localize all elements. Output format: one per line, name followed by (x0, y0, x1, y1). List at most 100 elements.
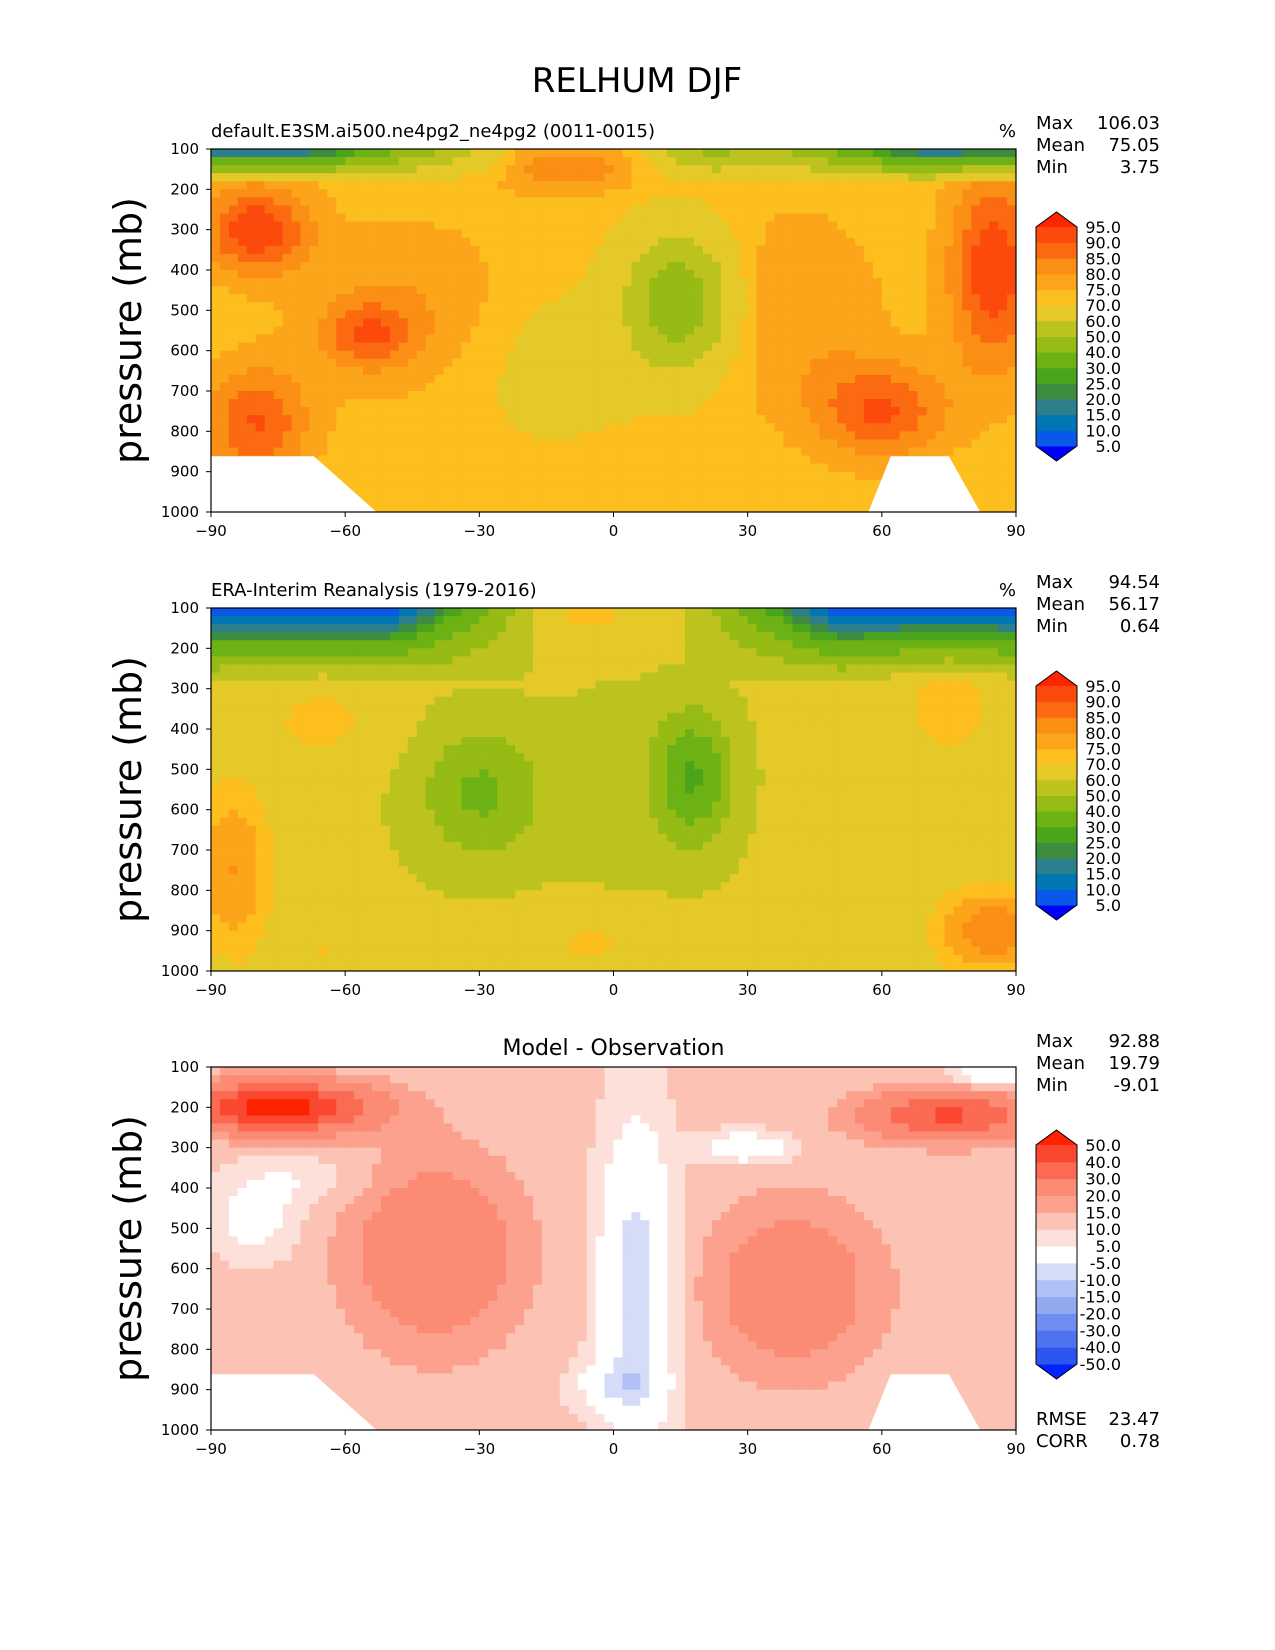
field-cell (792, 495, 802, 505)
field-cell (211, 415, 221, 424)
field-cell (908, 656, 919, 666)
field-cell (658, 656, 668, 666)
field-cell (855, 221, 865, 231)
field-cell (783, 205, 793, 215)
field-cell (354, 318, 364, 328)
field-cell (631, 672, 641, 682)
field-cell (550, 447, 561, 457)
field-cell (917, 640, 928, 649)
field-cell (541, 366, 552, 376)
field-cell (533, 157, 543, 166)
field-cell (685, 503, 695, 512)
field-cell (658, 672, 668, 682)
field-cell (694, 245, 704, 255)
field-cell (720, 270, 731, 279)
field-cell (998, 350, 1008, 360)
field-cell (577, 479, 588, 489)
field-cell (738, 391, 749, 400)
field-cell (676, 399, 686, 408)
field-cell (908, 286, 919, 295)
field-cell (613, 310, 624, 319)
field-cell (756, 294, 767, 303)
field-cell (533, 253, 543, 263)
field-cell (568, 672, 579, 682)
field-cell (711, 616, 722, 625)
field-cell (640, 237, 650, 247)
field-cell (327, 173, 337, 182)
field-cell (443, 286, 454, 295)
field-cell (783, 173, 793, 182)
field-cell (380, 415, 391, 424)
field-cell (595, 350, 606, 360)
field-cell (1007, 487, 1016, 497)
field-cell (497, 189, 507, 198)
field-cell (488, 334, 498, 344)
field-cell (694, 261, 704, 271)
field-cell (488, 632, 498, 641)
field-cell (819, 157, 829, 166)
field-cell (380, 447, 391, 457)
field-cell (425, 213, 436, 223)
field-cell (962, 382, 972, 392)
field-cell (273, 664, 284, 674)
field-cell (389, 149, 400, 158)
field-cell (309, 407, 319, 416)
field-cell (953, 672, 963, 682)
field-cell (872, 149, 883, 158)
field-cell (872, 479, 883, 489)
field-cell (622, 487, 632, 497)
field-cell (774, 423, 785, 432)
field-cell (729, 672, 740, 682)
field-cell (389, 463, 400, 473)
field-cell (488, 407, 498, 416)
field-cell (327, 608, 337, 617)
field-cell (345, 197, 355, 207)
field-cell (524, 189, 534, 198)
field-cell (989, 471, 999, 481)
field-cell (765, 447, 776, 457)
field-cell (443, 197, 454, 207)
field-cell (613, 391, 624, 400)
field-cell (694, 680, 704, 690)
field-cell (407, 447, 418, 457)
field-cell (559, 294, 570, 303)
field-cell (425, 487, 436, 497)
field-cell (631, 407, 641, 416)
field-cell (211, 213, 221, 223)
field-cell (515, 479, 525, 489)
field-cell (953, 391, 963, 400)
field-cell (524, 165, 534, 174)
field-cell (434, 455, 445, 465)
field-cell (792, 342, 802, 352)
field-cell (228, 342, 239, 352)
field-cell (354, 221, 364, 231)
field-cell (819, 302, 829, 311)
field-cell (345, 326, 355, 336)
field-cell (855, 245, 865, 255)
field-cell (855, 326, 865, 336)
field-cell (881, 632, 892, 641)
field-cell (971, 447, 981, 457)
field-cell (470, 286, 480, 295)
field-cell (855, 664, 865, 674)
field-cell (363, 189, 373, 198)
field-cell (452, 237, 463, 247)
field-cell (354, 278, 364, 287)
field-cell (255, 648, 266, 657)
field-cell (345, 261, 355, 271)
field-cell (336, 399, 346, 408)
field-cell (649, 415, 659, 424)
field-cell (774, 310, 785, 319)
field-cell (577, 213, 588, 223)
field-cell (282, 302, 293, 311)
field-cell (846, 664, 856, 674)
field-cell (720, 672, 731, 682)
field-cell (300, 608, 310, 617)
field-cell (515, 382, 525, 392)
field-cell (676, 632, 686, 641)
field-cell (658, 342, 668, 352)
field-cell (622, 302, 632, 311)
field-cell (425, 431, 436, 440)
field-cell (282, 648, 293, 657)
field-cell (577, 616, 588, 625)
